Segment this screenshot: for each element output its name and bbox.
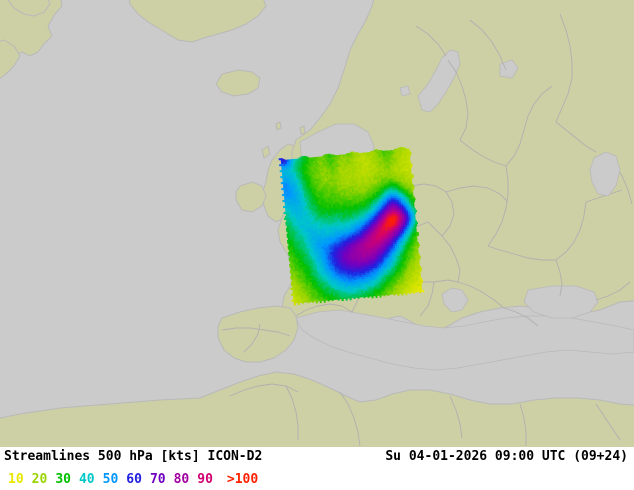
wind-speed-heatmap[interactable] <box>278 146 425 306</box>
legend-item-90[interactable]: 90 <box>197 471 213 487</box>
legend-item-20[interactable]: 20 <box>31 471 48 487</box>
landmass-iceland <box>215 69 261 97</box>
landmass-ireland <box>235 181 267 213</box>
mediterranean-sea <box>295 309 634 371</box>
legend-item-gt100[interactable]: >100 <box>226 471 259 487</box>
legend-item-10[interactable]: 10 <box>8 471 24 487</box>
info-bar: Streamlines 500 hPa [kts] ICON-D2 Su 04-… <box>0 447 634 490</box>
baltic-sea <box>417 49 461 113</box>
adriatic-sea <box>441 287 469 313</box>
landmass-greenland-main <box>128 0 267 43</box>
caspian-sea <box>589 151 621 197</box>
landmass-shetland <box>299 125 306 135</box>
colorbar-legend[interactable]: 10 20 30 40 50 60 70 80 90 >100 <box>8 469 258 489</box>
lake-ladoga <box>499 59 519 79</box>
page-title: Streamlines 500 hPa [kts] ICON-D2 <box>4 449 263 464</box>
black-sea <box>523 285 599 319</box>
icon-d2-domain-overlay[interactable] <box>278 146 425 306</box>
map-canvas[interactable] <box>0 0 634 447</box>
landmass-north-africa <box>0 371 634 447</box>
landmass-baffin-island <box>7 0 51 17</box>
valid-time-label: Su 04-01-2026 09:00 UTC (09+24) <box>385 449 628 464</box>
legend-item-60[interactable]: 60 <box>126 471 142 487</box>
legend-item-80[interactable]: 80 <box>173 471 190 487</box>
legend-item-70[interactable]: 70 <box>149 471 166 487</box>
basemap-svg <box>0 0 634 447</box>
landmass-greenland-south <box>0 39 21 80</box>
legend-item-50[interactable]: 50 <box>102 471 119 487</box>
title-row: Streamlines 500 hPa [kts] ICON-D2 Su 04-… <box>0 447 634 469</box>
landmass-faroe <box>275 121 282 131</box>
lake-vanern <box>399 85 411 97</box>
landmass-outer-hebrides <box>261 145 271 159</box>
legend-item-30[interactable]: 30 <box>55 471 71 487</box>
legend-item-40[interactable]: 40 <box>78 471 95 487</box>
